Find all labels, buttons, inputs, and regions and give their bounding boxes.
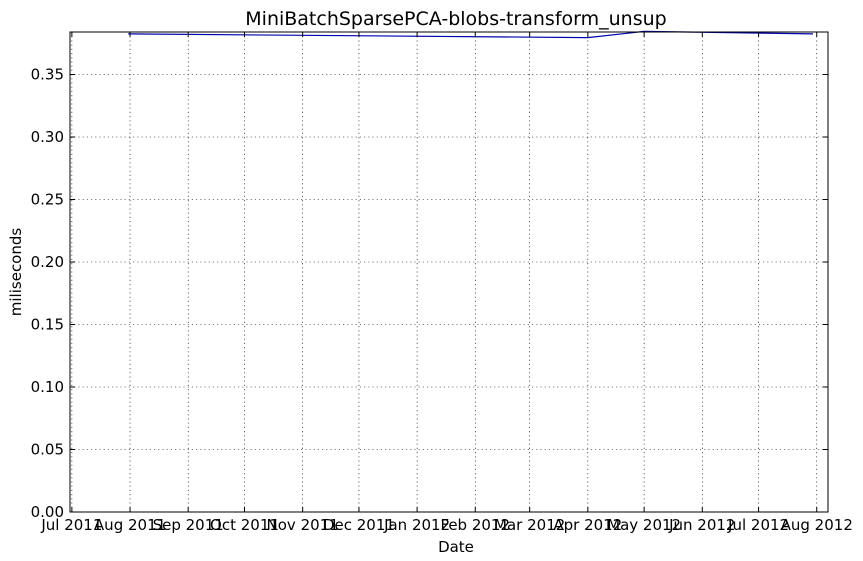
x-tick-label: Dec 2011 [323, 516, 395, 534]
axis-ticks [70, 32, 828, 513]
chart-title: MiniBatchSparsePCA-blobs-transform_unsup [245, 8, 666, 30]
y-axis-label: miliseconds [7, 228, 25, 317]
y-tick-label: 0.25 [31, 191, 64, 209]
x-tick-label: Oct 2011 [210, 516, 279, 534]
y-tick-labels: 0.00 0.05 0.10 0.15 0.20 0.25 0.30 0.35 [31, 66, 64, 522]
plot-frame [69, 31, 829, 513]
y-tick-label: 0.15 [31, 316, 64, 334]
x-tick-label: Feb 2012 [441, 516, 511, 534]
x-tick-label: Jul 2012 [727, 516, 789, 534]
y-tick-label: 0.35 [31, 66, 64, 84]
x-tick-label: Apr 2012 [553, 516, 622, 534]
x-tick-label: Aug 2011 [94, 516, 166, 534]
x-tick-label: Aug 2012 [781, 516, 853, 534]
x-tick-label: Jan 2012 [383, 516, 450, 534]
series-layer [128, 30, 814, 39]
y-tick-label: 0.00 [31, 503, 64, 521]
x-tick-label: May 2012 [607, 516, 681, 534]
y-tick-label: 0.10 [31, 378, 64, 396]
y-tick-label: 0.20 [31, 253, 64, 271]
x-tick-label: Jul 2011 [40, 516, 102, 534]
x-tick-label: Mar 2012 [494, 516, 565, 534]
y-tick-label: 0.30 [31, 128, 64, 146]
grid-lines [70, 32, 828, 513]
x-tick-label: Nov 2011 [267, 516, 339, 534]
y-tick-label: 0.05 [31, 441, 64, 459]
x-tick-label: Sep 2011 [153, 516, 224, 534]
x-axis-label: Date [438, 538, 474, 556]
x-tick-label: Jun 2012 [668, 516, 735, 534]
series-line [128, 30, 814, 39]
